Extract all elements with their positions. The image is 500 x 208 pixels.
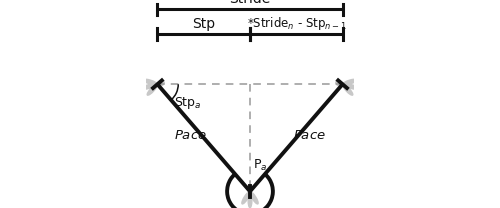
Text: Stride: Stride (230, 0, 270, 6)
Ellipse shape (344, 84, 358, 89)
Ellipse shape (158, 81, 164, 86)
Text: $\it{Pace}$: $\it{Pace}$ (174, 129, 206, 142)
Ellipse shape (343, 79, 356, 85)
Ellipse shape (144, 79, 157, 85)
Ellipse shape (343, 85, 353, 95)
Ellipse shape (336, 81, 342, 86)
Text: Stp$_a$: Stp$_a$ (174, 95, 202, 111)
Text: $\it{Pace}$: $\it{Pace}$ (294, 129, 326, 142)
Ellipse shape (242, 192, 250, 204)
Ellipse shape (142, 84, 156, 89)
Ellipse shape (248, 184, 252, 191)
Ellipse shape (250, 192, 258, 204)
Text: Stp: Stp (192, 17, 216, 31)
Text: *Stride$_n$ - Stp$_{n-1}$: *Stride$_n$ - Stp$_{n-1}$ (246, 15, 346, 32)
Ellipse shape (248, 192, 252, 208)
Ellipse shape (147, 85, 157, 95)
Text: P$_a$: P$_a$ (253, 158, 268, 173)
